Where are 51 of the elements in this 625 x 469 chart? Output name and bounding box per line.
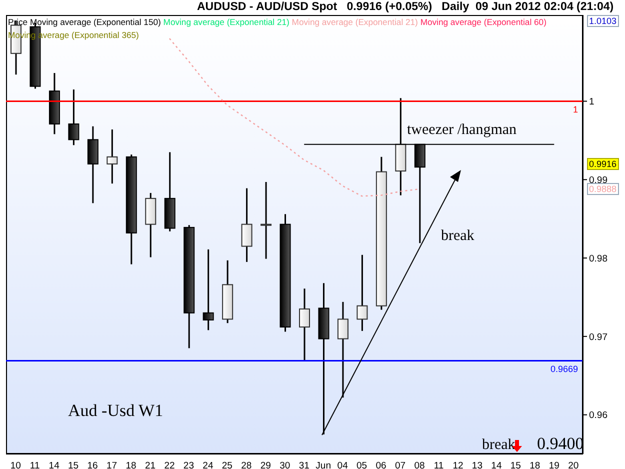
annotation: break: [482, 437, 516, 454]
ref-line-label: 1: [572, 104, 578, 115]
annotation: tweezer /hangman: [407, 122, 517, 139]
y-tick-label: 0.97: [589, 332, 608, 343]
annotation: Moving average (Exponential 150): [30, 17, 162, 27]
annotation: Aud -Usd W1: [68, 401, 164, 421]
x-tick-label: 08: [414, 460, 425, 469]
text: 0.9888: [587, 183, 619, 195]
x-tick-label: 04: [337, 460, 348, 469]
x-tick-label: 29: [260, 460, 271, 469]
x-tick-label: 21: [144, 460, 156, 469]
x-tick-label: 28: [241, 460, 252, 469]
x-tick-label: 23: [183, 460, 194, 469]
annotation: Moving average (Exponential 21): [163, 17, 290, 27]
text: Moving average (Exponential 21): [292, 17, 419, 27]
x-tick-label: 05: [356, 460, 368, 469]
text: 0.9916: [587, 158, 619, 170]
x-tick-label: Jun: [316, 460, 332, 469]
x-tick-label: 20: [568, 460, 579, 469]
x-tick-label: 11: [30, 460, 40, 469]
x-tick-label: 13: [472, 460, 483, 469]
y-tick-label: 1: [589, 96, 594, 108]
y-tick-label: 0.99: [589, 174, 608, 186]
x-tick-label: 07: [394, 460, 406, 469]
x-tick-label: 16: [87, 460, 98, 469]
x-tick-label: 06: [376, 460, 386, 469]
annotation: Moving average (Exponential 60): [420, 17, 546, 27]
x-tick-label: 10: [10, 460, 21, 469]
x-tick-label: 31: [298, 460, 310, 469]
text: 1.0103: [587, 15, 619, 27]
annotation: Price: [8, 17, 29, 27]
chart-title: AUDUSD - AUD/USD Spot 0.9916 (+0.05%) Daily 09 Jun 2012 02:04 (21:04): [197, 1, 614, 13]
x-tick-label: 18: [126, 460, 136, 469]
annotation: break: [441, 228, 474, 245]
x-tick-label: 19: [548, 460, 560, 469]
x-tick-label: 18: [530, 460, 540, 469]
annotation: 0.9400: [537, 434, 584, 454]
x-tick-label: 14: [48, 460, 60, 469]
x-tick-label: 17: [106, 460, 118, 469]
x-tick-label: 15: [510, 460, 521, 469]
x-tick-label: 11: [434, 460, 444, 469]
x-tick-label: 15: [68, 460, 79, 469]
x-tick-label: 12: [452, 460, 464, 469]
x-tick-label: 25: [222, 460, 232, 469]
x-tick-label: 30: [280, 460, 290, 469]
x-tick-label: 22: [164, 460, 175, 469]
x-tick-label: 14: [491, 460, 502, 469]
y-tick-label: 0.96: [589, 410, 608, 422]
ref-line-label: 0.9669: [550, 364, 578, 374]
x-tick-label: 24: [202, 460, 214, 469]
y-tick-label: 0.98: [589, 253, 608, 264]
